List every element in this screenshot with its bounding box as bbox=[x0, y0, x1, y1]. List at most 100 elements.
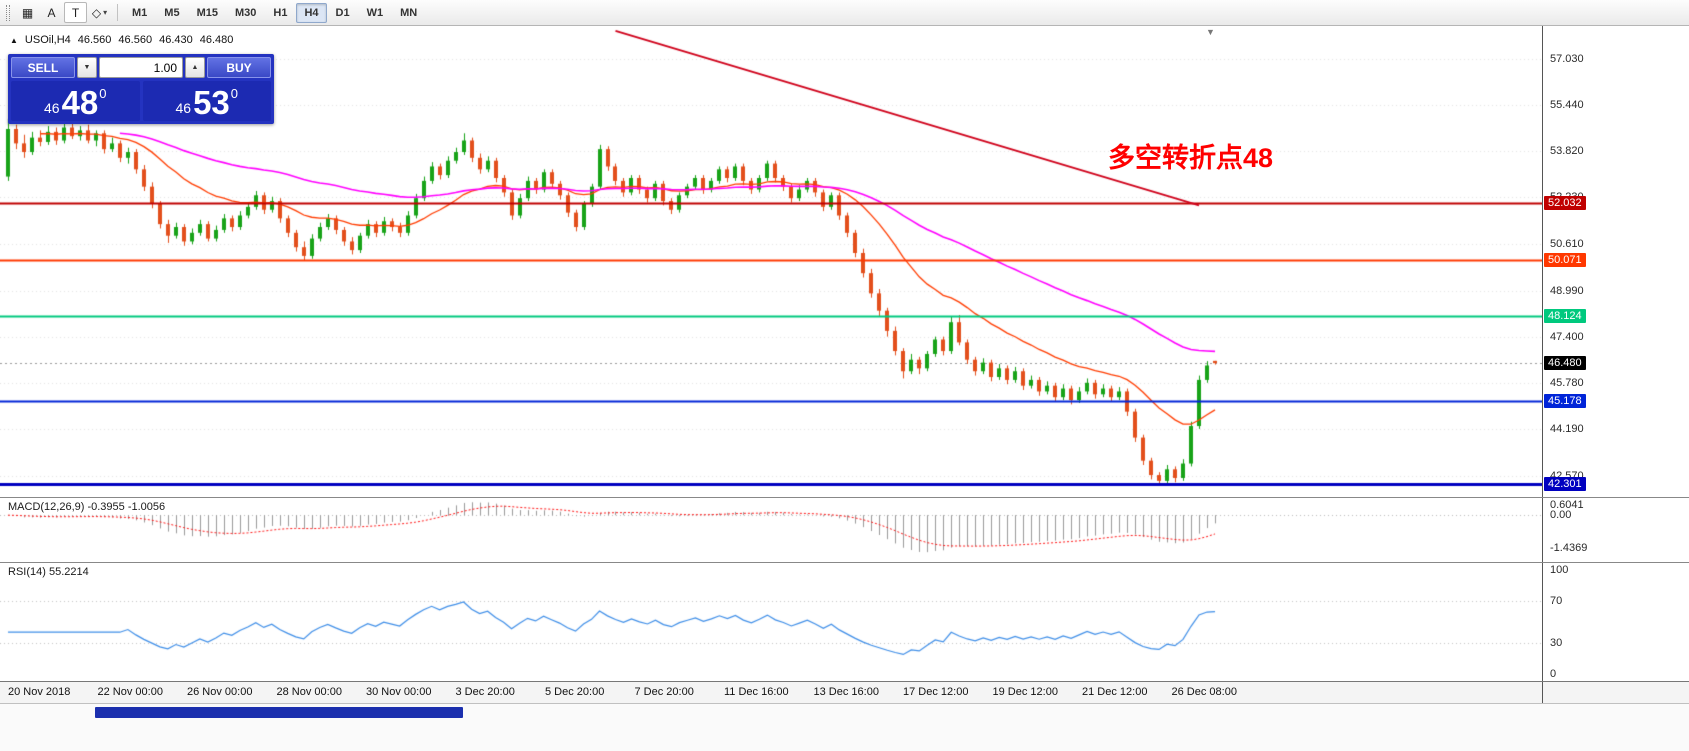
rsi-panel-row: RSI(14) 55.2214 100 70 30 0 bbox=[0, 562, 1689, 681]
shapes-tool-icon: ◇ bbox=[91, 5, 102, 20]
buy-price-point-digit: 0 bbox=[230, 86, 239, 101]
quote-open: 46.560 bbox=[77, 34, 112, 46]
timeframe-button-m15[interactable]: M15 bbox=[196, 6, 218, 19]
main-chart-row: ▲ USOil,H4 46.560 46.560 46.430 46.480 S… bbox=[0, 26, 1689, 497]
timeframe-button-m1[interactable]: M1 bbox=[132, 6, 148, 19]
quote-low: 46.430 bbox=[159, 34, 193, 46]
macd-axis-label: 0.00 bbox=[1550, 509, 1572, 522]
price-tag-48.124: 48.124 bbox=[1544, 308, 1586, 323]
chevron-down-icon: ▼ bbox=[83, 64, 91, 71]
toolbar-separator bbox=[117, 4, 118, 21]
time-axis-label: 21 Dec 12:00 bbox=[1082, 686, 1148, 698]
time-axis-row: 20 Nov 2018 22 Nov 00:00 26 Nov 00:00 28 No… bbox=[0, 681, 1689, 703]
timeframe-button-d1[interactable]: D1 bbox=[335, 6, 350, 19]
time-axis-label: 3 Dec 20:00 bbox=[455, 686, 515, 698]
macd-axis-label: 0.6041 bbox=[1550, 499, 1584, 511]
one-click-trading-panel: SELL ▼ ▲ BUY 46 48 0 46 53 bbox=[8, 54, 274, 124]
price-axis-label: 53.820 bbox=[1550, 145, 1584, 158]
price-axis-label: 50.610 bbox=[1550, 238, 1584, 251]
time-axis-label: 30 Nov 00:00 bbox=[366, 686, 432, 698]
volume-input[interactable] bbox=[99, 57, 183, 78]
timeframe-button-w1[interactable]: W1 bbox=[366, 6, 384, 19]
expand-arrow-icon[interactable]: ▲ bbox=[10, 35, 18, 45]
buy-price-big-digits: 53 bbox=[193, 84, 230, 121]
price-tag-45.178: 45.178 bbox=[1544, 393, 1586, 408]
horizontal-scrollbar-thumb[interactable] bbox=[95, 707, 463, 718]
auto-scroll-marker-icon[interactable]: ▼ bbox=[1206, 27, 1215, 37]
quote-close: 46.480 bbox=[199, 34, 234, 46]
price-axis-label: 47.400 bbox=[1550, 330, 1584, 343]
macd-indicator-title: MACD(12,26,9) -0.3955 -1.0056 bbox=[8, 501, 166, 513]
time-axis-label: 20 Nov 2018 bbox=[8, 686, 71, 698]
text-label-tool-button[interactable]: A bbox=[40, 2, 63, 23]
quote-high: 46.560 bbox=[118, 34, 153, 46]
time-axis[interactable]: 20 Nov 2018 22 Nov 00:00 26 Nov 00:00 28 No… bbox=[0, 682, 1542, 703]
buy-price-handle-digits: 46 bbox=[175, 100, 192, 116]
timeframe-group: M1 M5 M15 M30 H1 H4 D1 W1 MN bbox=[124, 2, 425, 23]
rsi-axis-label: 70 bbox=[1550, 594, 1563, 607]
sell-price-point-digit: 0 bbox=[99, 86, 107, 101]
rsi-indicator-title: RSI(14) 55.2214 bbox=[8, 566, 89, 578]
time-axis-label: 22 Nov 00:00 bbox=[97, 686, 163, 698]
chevron-up-icon: ▲ bbox=[191, 64, 199, 71]
shapes-tool-button[interactable]: ◇ ▾ bbox=[88, 2, 111, 23]
macd-plot[interactable]: MACD(12,26,9) -0.3955 -1.0056 bbox=[0, 498, 1542, 562]
tool-group: ▦ A T ◇ ▾ bbox=[16, 2, 111, 23]
time-axis-label: 5 Dec 20:00 bbox=[545, 686, 605, 698]
text-box-tool-icon: T bbox=[71, 5, 80, 20]
horizontal-scrollbar-track[interactable] bbox=[0, 703, 1689, 751]
macd-panel-row: MACD(12,26,9) -0.3955 -1.0056 0.6041 0.00… bbox=[0, 497, 1689, 562]
macd-axis: 0.6041 0.00 -1.4369 bbox=[1542, 498, 1689, 562]
chevron-down-icon: ▾ bbox=[103, 8, 108, 17]
buy-price-display[interactable]: 46 53 0 bbox=[142, 81, 271, 121]
timeframe-button-mn[interactable]: MN bbox=[400, 6, 418, 19]
price-tag-52.032: 52.032 bbox=[1544, 196, 1586, 211]
time-axis-label: 11 Dec 16:00 bbox=[724, 686, 789, 698]
rsi-axis: 100 70 30 0 bbox=[1542, 563, 1689, 681]
macd-canvas[interactable] bbox=[0, 498, 1542, 561]
price-tag-50.071: 50.071 bbox=[1544, 252, 1586, 267]
buy-button[interactable]: BUY bbox=[207, 57, 271, 78]
rsi-canvas[interactable] bbox=[0, 563, 1542, 680]
quote-bar: ▲ USOil,H4 46.560 46.560 46.430 46.480 bbox=[10, 34, 233, 46]
price-axis-label: 45.780 bbox=[1550, 377, 1584, 390]
main-chart-plot[interactable]: ▲ USOil,H4 46.560 46.560 46.430 46.480 S… bbox=[0, 26, 1542, 497]
time-axis-label: 17 Dec 12:00 bbox=[903, 686, 969, 698]
crosshair-tool-icon: ▦ bbox=[21, 5, 34, 20]
sell-price-handle-digits: 46 bbox=[43, 100, 60, 116]
text-box-tool-button[interactable]: T bbox=[64, 2, 87, 23]
rsi-plot[interactable]: RSI(14) 55.2214 bbox=[0, 563, 1542, 681]
rsi-axis-label: 0 bbox=[1550, 668, 1557, 680]
crosshair-tool-button[interactable]: ▦ bbox=[16, 2, 39, 23]
sell-price-big-digits: 48 bbox=[61, 84, 99, 121]
text-label-tool-icon: A bbox=[47, 5, 56, 20]
sell-price-display[interactable]: 46 48 0 bbox=[11, 81, 140, 121]
axis-corner bbox=[1542, 682, 1689, 703]
timeframe-button-h4[interactable]: H4 bbox=[296, 2, 327, 23]
time-axis-label: 26 Dec 08:00 bbox=[1171, 686, 1237, 698]
quote-symbol: USOil,H4 bbox=[24, 34, 71, 46]
price-axis-label: 57.030 bbox=[1550, 52, 1584, 65]
volume-increase-button[interactable]: ▲ bbox=[185, 57, 205, 78]
toolbar: ▦ A T ◇ ▾ M1 M5 M15 M30 H1 H4 D1 W1 MN bbox=[0, 0, 1689, 26]
time-axis-label: 7 Dec 20:00 bbox=[634, 686, 694, 698]
time-axis-label: 13 Dec 16:00 bbox=[813, 686, 879, 698]
time-axis-label: 19 Dec 12:00 bbox=[992, 686, 1058, 698]
volume-dropdown-button[interactable]: ▼ bbox=[77, 57, 97, 78]
rsi-axis-label: 100 bbox=[1550, 564, 1569, 576]
rsi-axis-label: 30 bbox=[1550, 636, 1563, 649]
main-price-axis[interactable]: 57.03055.44053.82052.23050.61048.99047.4… bbox=[1542, 26, 1689, 497]
time-axis-label: 28 Nov 00:00 bbox=[276, 686, 342, 698]
price-axis-label: 55.440 bbox=[1550, 98, 1584, 111]
timeframe-button-m5[interactable]: M5 bbox=[164, 6, 180, 19]
chart-annotation: 多空转折点48 bbox=[1108, 143, 1274, 173]
sell-button[interactable]: SELL bbox=[11, 57, 75, 78]
toolbar-grip[interactable] bbox=[6, 4, 10, 21]
price-axis-label: 44.190 bbox=[1550, 423, 1584, 436]
price-tag-42.301: 42.301 bbox=[1544, 476, 1586, 491]
timeframe-button-m30[interactable]: M30 bbox=[234, 6, 257, 19]
time-axis-label: 26 Nov 00:00 bbox=[187, 686, 253, 698]
price-tag-46.480: 46.480 bbox=[1544, 356, 1586, 371]
timeframe-button-h1[interactable]: H1 bbox=[273, 6, 288, 19]
macd-axis-label: -1.4369 bbox=[1550, 542, 1588, 555]
